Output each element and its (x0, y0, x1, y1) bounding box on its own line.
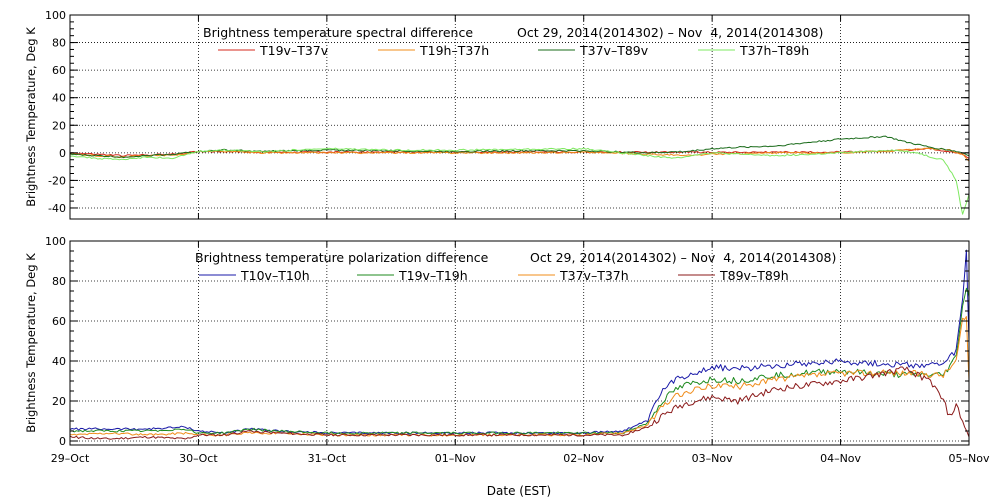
x-tick-label: 02–Nov (563, 452, 604, 465)
series-line-t89v-t89h (69, 366, 970, 440)
y-tick-label: -20 (48, 174, 66, 187)
x-tick-label: 31–Oct (308, 452, 347, 465)
spectral-legend: T19v–T37v T19h–T37h T37v–T89v T37h–T89h (218, 43, 809, 58)
x-tick-label: 29–Oct (51, 452, 90, 465)
spectral-title-right: Oct 29, 2014(2014302) – Nov 4, 2014(2014… (517, 25, 823, 40)
series-line-t10v-t10h (69, 249, 970, 435)
legend-label-t37v-t89v: T37v–T89v (579, 43, 649, 58)
polarization-title-left: Brightness temperature polarization diff… (195, 250, 489, 265)
polarization-y-axis-label: Brightness Temperature, Deg K (24, 253, 38, 433)
legend-label-t19h-t37h: T19h–T37h (419, 43, 489, 58)
series-line-t37v-t89v (69, 135, 970, 159)
y-tick-label: 80 (52, 275, 66, 288)
legend-label-t10v-t10h: T10v–T10h (240, 268, 310, 283)
series-line-t19h-t37h (69, 147, 970, 162)
y-tick-label: 100 (45, 235, 66, 248)
spectral-y-axis-label: Brightness Temperature, Deg K (24, 27, 38, 207)
y-tick-label: 80 (52, 37, 66, 50)
y-tick-label: 40 (52, 92, 66, 105)
x-tick-label: 01–Nov (435, 452, 476, 465)
x-tick-label: 04–Nov (820, 452, 861, 465)
polarization-plot-frame (69, 240, 970, 446)
spectral-difference-panel: -40 -20 0 20 40 60 80 100 Brightness temperatur… (24, 9, 970, 220)
polarization-title-right: Oct 29, 2014(2014302) – Nov 4, 2014(2014… (530, 250, 836, 265)
y-tick-label: 20 (52, 119, 66, 132)
y-tick-label: 0 (59, 147, 66, 160)
series-line-t19v-t19h (69, 287, 970, 435)
y-tick-label: 100 (45, 9, 66, 22)
spectral-plot-frame (69, 14, 970, 220)
series-line-t19v-t37v (69, 147, 970, 159)
y-tick-label: 40 (52, 355, 66, 368)
legend-label-t19v-t19h: T19v–T19h (398, 268, 468, 283)
polarization-legend: T10v–T10h T19v–T19h T37v–T37h T89v–T89h (199, 268, 789, 283)
series-line-t37v-t37h (69, 316, 970, 437)
legend-label-t37h-t89h: T37h–T89h (739, 43, 809, 58)
y-tick-label: 60 (52, 64, 66, 77)
series-line-t37h-t89h (69, 147, 970, 215)
y-tick-label: 20 (52, 395, 66, 408)
x-tick-label: 05–Nov (949, 452, 990, 465)
x-tick-label: 30–Oct (179, 452, 218, 465)
legend-label-t89v-t89h: T89v–T89h (719, 268, 789, 283)
legend-label-t37v-t37h: T37v–T37h (559, 268, 629, 283)
polarization-difference-panel: 0 20 40 60 80 100 29–Oct 30–Oct 31–Oct 01–Nov 02–… (24, 235, 990, 498)
legend-label-t19v-t37v: T19v–T37v (259, 43, 329, 58)
y-tick-label: -40 (48, 202, 66, 215)
spectral-title-left: Brightness temperature spectral differen… (203, 25, 473, 40)
x-axis-label: Date (EST) (487, 484, 551, 498)
x-tick-label: 03–Nov (692, 452, 733, 465)
y-tick-label: 0 (59, 435, 66, 448)
y-tick-label: 60 (52, 315, 66, 328)
